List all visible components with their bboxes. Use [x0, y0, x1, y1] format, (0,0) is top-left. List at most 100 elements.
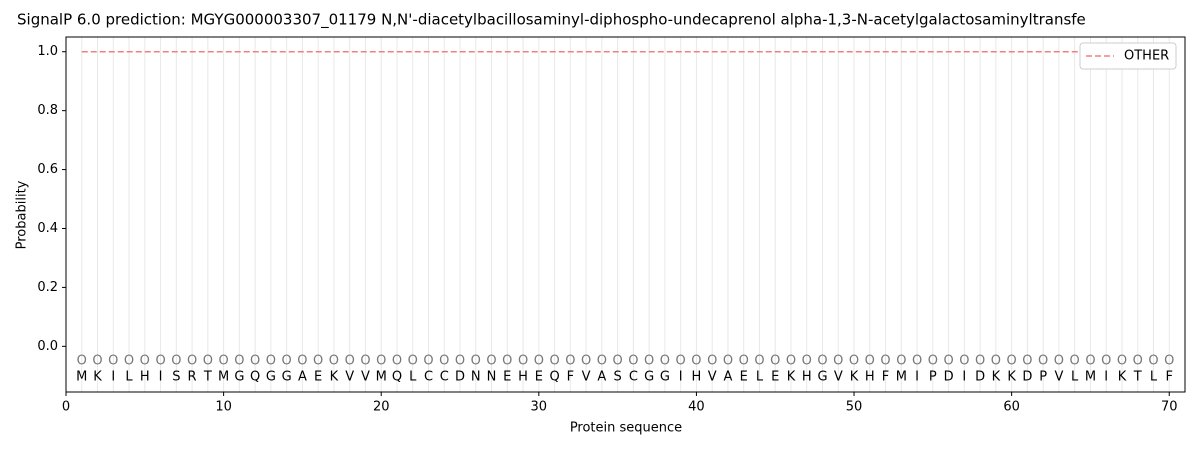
residue-label: K — [1007, 370, 1016, 385]
predicted-label: O — [707, 354, 717, 369]
predicted-label: O — [297, 354, 307, 369]
residue-label: N — [471, 370, 481, 385]
residue-label: H — [692, 370, 702, 385]
residue-label: G — [266, 370, 276, 385]
predicted-label: O — [392, 354, 402, 369]
residue-label: Q — [250, 370, 260, 385]
predicted-label: O — [1038, 354, 1048, 369]
predicted-label: O — [187, 354, 197, 369]
x-tick-label: 0 — [62, 400, 70, 415]
predicted-label: O — [975, 354, 985, 369]
predicted-label: O — [1133, 354, 1143, 369]
predicted-label: O — [644, 354, 654, 369]
y-tick-label: 0.2 — [37, 280, 58, 295]
predicted-label: O — [124, 354, 134, 369]
predicted-label: O — [1007, 354, 1017, 369]
residue-label: M — [376, 370, 387, 385]
residue-label: P — [929, 370, 937, 385]
residue-label: E — [535, 370, 543, 385]
residue-label: L — [409, 370, 417, 385]
predicted-label: O — [313, 354, 323, 369]
y-tick-label: 0.4 — [37, 221, 58, 236]
predicted-label: O — [140, 354, 150, 369]
predicted-label: O — [250, 354, 260, 369]
x-tick-label: 10 — [215, 400, 232, 415]
x-tick-label: 70 — [1161, 400, 1178, 415]
residue-label: V — [1054, 370, 1063, 385]
residue-label: I — [679, 370, 683, 385]
predicted-label: O — [959, 354, 969, 369]
predicted-label: O — [203, 354, 213, 369]
residue-label: G — [817, 370, 827, 385]
y-axis-label: Probability — [15, 180, 30, 249]
residue-label: I — [159, 370, 163, 385]
residue-label: C — [440, 370, 449, 385]
predicted-label: O — [439, 354, 449, 369]
predicted-label: O — [597, 354, 607, 369]
residue-label: H — [140, 370, 150, 385]
predicted-label: O — [266, 354, 276, 369]
residue-label: C — [424, 370, 433, 385]
predicted-label: O — [896, 354, 906, 369]
predicted-label: O — [739, 354, 749, 369]
residue-label: A — [597, 370, 606, 385]
residue-label: A — [723, 370, 732, 385]
residue-label: M — [896, 370, 907, 385]
predicted-label: O — [1022, 354, 1032, 369]
residue-label: F — [567, 370, 574, 385]
x-tick-label: 50 — [846, 400, 863, 415]
predicted-label: O — [770, 354, 780, 369]
predicted-label: O — [155, 354, 165, 369]
residue-label: D — [944, 370, 954, 385]
x-tick-label: 60 — [1003, 400, 1020, 415]
predicted-label: O — [660, 354, 670, 369]
residue-label: V — [345, 370, 354, 385]
residue-label: R — [188, 370, 197, 385]
residue-label: T — [1133, 370, 1142, 385]
predicted-label: O — [865, 354, 875, 369]
residue-label: N — [487, 370, 497, 385]
residue-label: G — [282, 370, 292, 385]
y-tick-label: 1.0 — [37, 44, 58, 59]
residue-label: H — [518, 370, 528, 385]
residue-label: K — [992, 370, 1001, 385]
predicted-label: O — [754, 354, 764, 369]
y-tick-label: 0.8 — [37, 103, 58, 118]
residue-label: K — [787, 370, 796, 385]
residue-label: A — [298, 370, 307, 385]
residue-label: H — [865, 370, 875, 385]
predicted-label: O — [518, 354, 528, 369]
residue-label: C — [629, 370, 638, 385]
predicted-label: O — [423, 354, 433, 369]
residue-label: V — [834, 370, 843, 385]
predicted-label: O — [676, 354, 686, 369]
residue-label: L — [756, 370, 764, 385]
predicted-label: O — [171, 354, 181, 369]
predicted-label: O — [833, 354, 843, 369]
residue-label: M — [218, 370, 229, 385]
predicted-label: O — [912, 354, 922, 369]
residue-label: G — [234, 370, 244, 385]
residue-label: Q — [549, 370, 559, 385]
predicted-label: O — [691, 354, 701, 369]
predicted-label: O — [991, 354, 1001, 369]
residue-label: K — [1118, 370, 1127, 385]
residue-label: S — [172, 370, 180, 385]
x-tick-label: 20 — [373, 400, 390, 415]
residue-label: G — [644, 370, 654, 385]
residue-label: L — [1071, 370, 1079, 385]
predicted-label: O — [218, 354, 228, 369]
residue-label: I — [111, 370, 115, 385]
predicted-label: O — [108, 354, 118, 369]
residue-label: I — [1104, 370, 1108, 385]
residue-label: Q — [392, 370, 402, 385]
predicted-label: O — [786, 354, 796, 369]
residue-label: L — [125, 370, 133, 385]
residue-label: E — [771, 370, 779, 385]
residue-label: P — [1039, 370, 1047, 385]
predicted-label: O — [549, 354, 559, 369]
residue-label: G — [660, 370, 670, 385]
predicted-label: O — [1148, 354, 1158, 369]
predicted-label: O — [471, 354, 481, 369]
